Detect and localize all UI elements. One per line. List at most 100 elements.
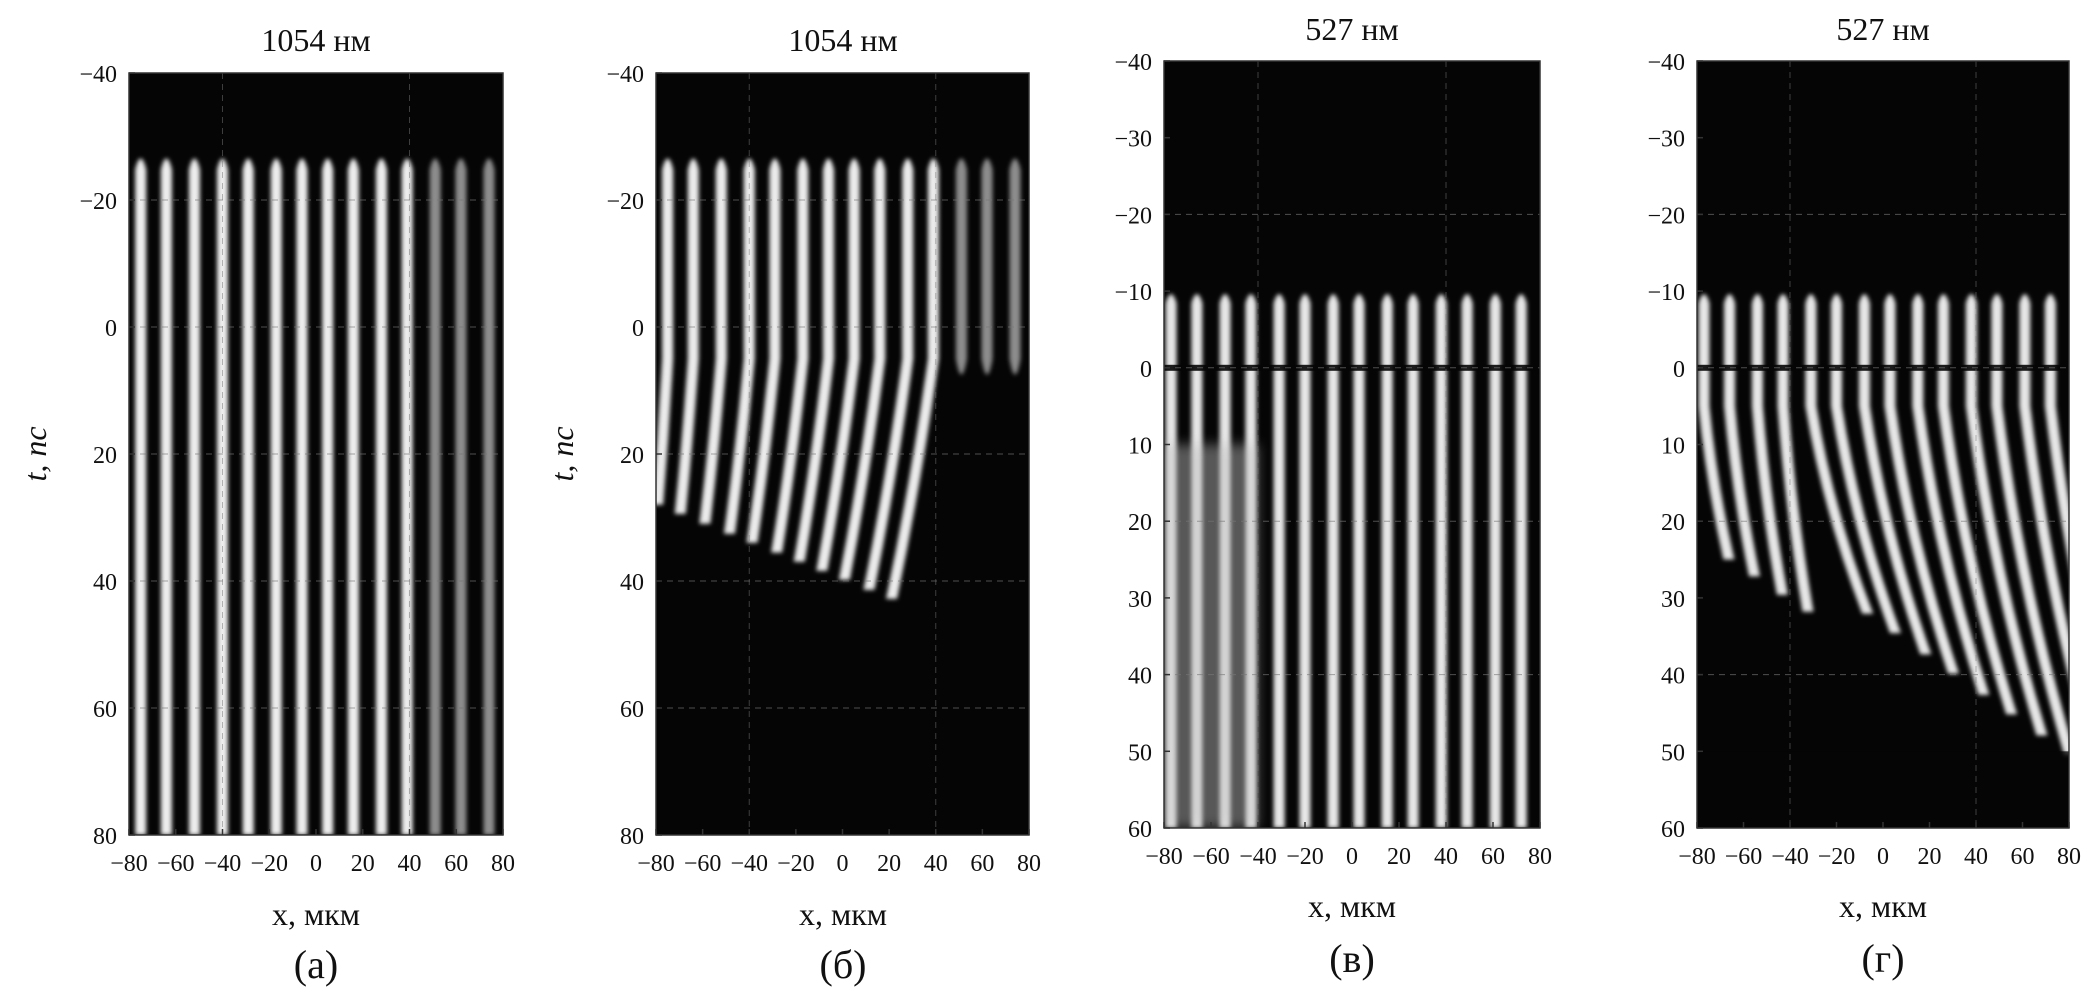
y-tick-label: −40	[1647, 50, 1685, 76]
panel-d-image	[1697, 61, 2069, 828]
y-tick-label: 80	[93, 824, 117, 850]
y-tick-label: −10	[1114, 280, 1152, 306]
panel-c-image	[1164, 61, 1540, 828]
fringe	[135, 158, 147, 835]
y-tick-label: −30	[1114, 127, 1152, 153]
x-tick-label: −20	[1818, 844, 1856, 870]
x-tick-label: 60	[1481, 844, 1505, 870]
x-tick-label: 20	[1387, 844, 1411, 870]
panel-d-y-ticks: −40 −30 −20 −10 0 10 20 30 40 50 60	[1647, 50, 1703, 843]
fringe	[2044, 294, 2069, 565]
fringe	[1858, 294, 1932, 655]
x-tick-label: −80	[1678, 844, 1716, 870]
fringe	[1831, 294, 1901, 634]
panel-b-title: 1054 нм	[788, 22, 897, 58]
y-tick-label: −30	[1647, 127, 1685, 153]
panel-d-xlabel: x, мкм	[1839, 888, 1927, 924]
fringe	[1327, 294, 1339, 828]
panel-d-x-ticks: −80 −60 −40 −20 0 20 40 60 80	[1678, 822, 2081, 870]
x-tick-label: −20	[1286, 844, 1324, 870]
x-tick-label: −80	[1145, 844, 1183, 870]
y-tick-label: −40	[606, 62, 644, 88]
fringe	[1353, 294, 1365, 828]
panel-c-y-ticks: −40 −30 −20 −10 0 10 20 30 40 50 60	[1114, 50, 1170, 843]
fringe	[1937, 294, 2018, 715]
panel-b-image	[656, 73, 1029, 835]
fringe	[1515, 294, 1527, 828]
fringe	[2019, 294, 2069, 680]
fringe	[1805, 294, 1874, 614]
panel-c-x-ticks: −80 −60 −40 −20 0 20 40 60 80	[1145, 822, 1552, 870]
dark-band	[1697, 364, 2069, 371]
y-tick-label: −20	[606, 189, 644, 215]
fringe	[723, 158, 755, 534]
panel-b-caption: (б)	[820, 942, 867, 987]
fringe	[1461, 294, 1473, 828]
fringe	[1407, 294, 1419, 828]
y-tick-label: 10	[1661, 434, 1685, 460]
panel-a-image	[129, 73, 503, 835]
y-tick-label: −10	[1647, 280, 1685, 306]
x-tick-label: −40	[730, 851, 768, 877]
x-tick-label: 40	[924, 851, 948, 877]
fringe	[981, 158, 993, 375]
x-tick-label: 40	[398, 851, 422, 877]
fringe	[375, 158, 387, 835]
panel-d-title: 527 нм	[1836, 11, 1929, 47]
y-tick-label: 0	[105, 316, 117, 342]
y-tick-label: −20	[79, 189, 117, 215]
y-tick-label: 20	[93, 443, 117, 469]
y-tick-label: 50	[1128, 740, 1152, 766]
x-tick-label: −20	[250, 851, 288, 877]
x-tick-label: 20	[1918, 844, 1942, 870]
fringe	[322, 158, 334, 835]
fringe	[160, 158, 172, 835]
x-tick-label: 40	[1434, 844, 1458, 870]
x-tick-label: −60	[157, 851, 195, 877]
fringe	[455, 158, 467, 835]
fringe	[242, 158, 254, 835]
fringe	[1724, 294, 1761, 577]
x-tick-label: −40	[1771, 844, 1809, 870]
fringe	[838, 158, 886, 580]
x-tick-label: −60	[1192, 844, 1230, 870]
y-tick-label: 50	[1661, 740, 1685, 766]
fringe	[674, 158, 699, 514]
x-tick-label: 20	[877, 851, 901, 877]
y-tick-label: −20	[1647, 203, 1685, 229]
panel-a-x-ticks: −80 −60 −40 −20 0 20 40 60 80	[110, 829, 515, 877]
x-tick-label: −20	[777, 851, 815, 877]
panel-b-y-ticks: −40 −20 0 20 40 60 80	[606, 62, 662, 850]
x-tick-label: 20	[351, 851, 375, 877]
fringe	[483, 158, 495, 835]
y-tick-label: 80	[620, 824, 644, 850]
y-tick-label: 30	[1661, 587, 1685, 613]
fringe	[347, 158, 359, 835]
y-tick-label: 0	[1673, 357, 1685, 383]
x-tick-label: 80	[1017, 851, 1041, 877]
dark-region	[1697, 751, 2069, 828]
fringe	[1698, 294, 1735, 560]
x-tick-label: 40	[1964, 844, 1988, 870]
fringe	[771, 158, 809, 553]
dark-region	[656, 644, 1029, 835]
y-tick-label: 30	[1128, 587, 1152, 613]
fringe	[1489, 294, 1501, 828]
fringe	[1912, 294, 1990, 695]
y-tick-label: 60	[620, 697, 644, 723]
x-tick-label: −40	[1239, 844, 1277, 870]
fringe	[401, 158, 413, 835]
y-tick-label: 40	[620, 570, 644, 596]
x-tick-label: 0	[1346, 844, 1358, 870]
x-tick-label: −40	[204, 851, 242, 877]
x-tick-label: −80	[637, 851, 675, 877]
fringe	[1435, 294, 1447, 828]
y-tick-label: 0	[1140, 357, 1152, 383]
panel-d-caption: (г)	[1861, 936, 1904, 981]
panel-a-title: 1054 нм	[261, 22, 370, 58]
y-tick-label: 40	[93, 570, 117, 596]
plasma-glow	[1164, 444, 1258, 828]
